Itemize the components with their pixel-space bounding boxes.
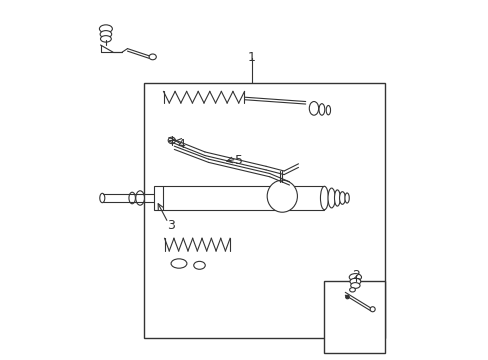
Ellipse shape — [320, 186, 328, 210]
Ellipse shape — [349, 278, 360, 285]
Ellipse shape — [100, 31, 111, 38]
Text: 1: 1 — [247, 51, 255, 64]
Ellipse shape — [129, 192, 135, 204]
Ellipse shape — [168, 137, 175, 144]
Bar — [323, 281, 384, 353]
Text: 5: 5 — [235, 154, 243, 167]
Text: 3: 3 — [166, 219, 174, 231]
Ellipse shape — [344, 193, 348, 203]
Ellipse shape — [101, 36, 111, 42]
Ellipse shape — [309, 102, 318, 115]
Ellipse shape — [193, 261, 205, 269]
Ellipse shape — [171, 259, 186, 268]
Ellipse shape — [349, 288, 355, 292]
Bar — [153, 186, 323, 210]
Text: 2: 2 — [351, 269, 359, 282]
Ellipse shape — [136, 191, 144, 205]
Ellipse shape — [149, 54, 156, 60]
Text: 4: 4 — [177, 138, 185, 150]
Ellipse shape — [348, 274, 361, 281]
Ellipse shape — [369, 307, 374, 312]
Ellipse shape — [339, 192, 345, 204]
Ellipse shape — [325, 105, 330, 115]
Ellipse shape — [100, 193, 104, 203]
Bar — [143, 83, 384, 338]
Ellipse shape — [99, 25, 112, 33]
Ellipse shape — [334, 190, 340, 206]
Ellipse shape — [266, 180, 297, 212]
Ellipse shape — [318, 104, 324, 115]
Ellipse shape — [327, 188, 335, 208]
Ellipse shape — [350, 283, 359, 288]
Ellipse shape — [345, 295, 348, 299]
